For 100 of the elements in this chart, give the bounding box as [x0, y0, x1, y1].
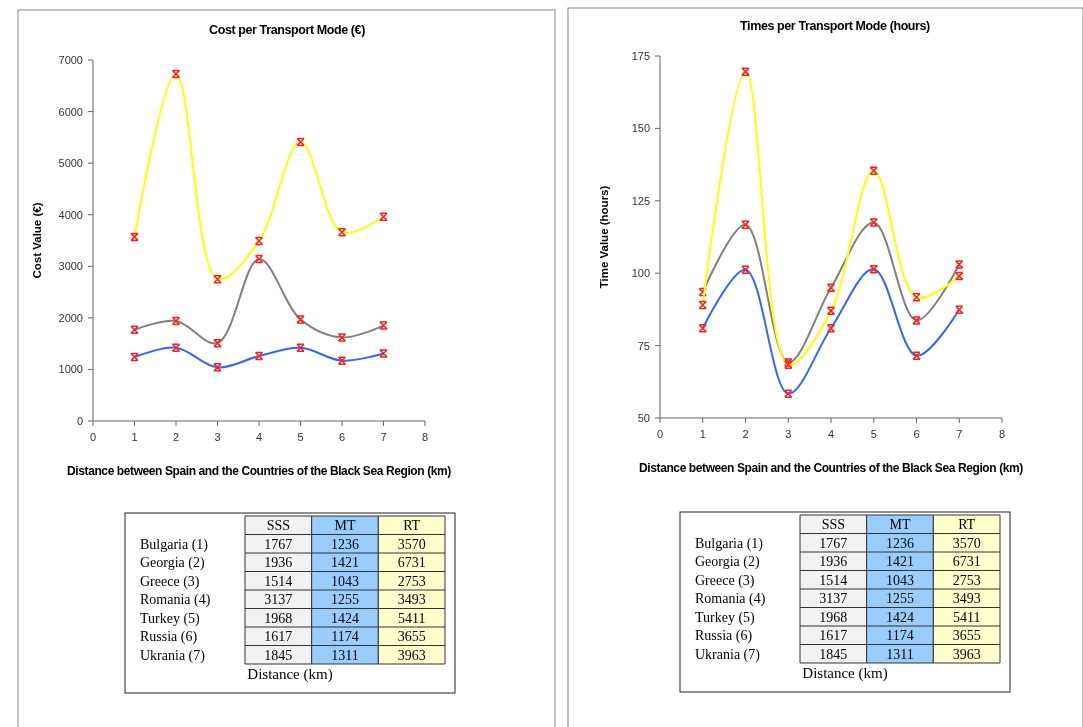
- x-tick-label: 1: [131, 431, 138, 443]
- x-tick-label: 3: [214, 431, 221, 443]
- data-label: 1311: [886, 646, 914, 662]
- data-label: 3570: [952, 535, 981, 551]
- data-label: 1236: [886, 535, 914, 551]
- data-label: 1236: [331, 536, 359, 552]
- y-tick-label: 175: [631, 50, 650, 62]
- series-label: SSS: [821, 517, 846, 532]
- x-axis-title: Distance between Spain and the Countries of the Black Sea Region (km): [67, 464, 452, 478]
- data-label: 3493: [952, 591, 981, 606]
- x-axis-title: Distance between Spain and the Countries of the Black Sea Region (km): [639, 461, 1024, 475]
- data-label: 1421: [331, 555, 359, 570]
- data-label: 1514: [264, 573, 293, 589]
- data-label: 3963: [952, 646, 981, 662]
- chart-title: Cost per Transport Mode (€): [209, 23, 366, 37]
- data-label: 1424: [331, 610, 359, 626]
- data-label: 1968: [264, 610, 293, 626]
- x-tick-label: 4: [255, 431, 263, 443]
- series-label: MT: [889, 517, 911, 532]
- series-label: RT: [403, 518, 421, 533]
- data-label: 2753: [952, 572, 981, 588]
- data-label: 1043: [331, 573, 359, 589]
- x-tick-label: 1: [699, 428, 706, 440]
- series-label: RT: [958, 517, 976, 532]
- y-tick-label: 100: [631, 267, 650, 280]
- y-tick-label: 3000: [58, 260, 83, 273]
- data-label: 1968: [819, 609, 848, 625]
- category-label: Romania (4): [695, 591, 766, 607]
- data-label: 1174: [331, 629, 359, 644]
- data-label: 1767: [264, 536, 293, 552]
- data-label: 2753: [397, 573, 426, 589]
- category-label: Greece (3): [140, 573, 200, 590]
- x-tick-label: 2: [172, 431, 180, 443]
- x-tick-label: 0: [656, 428, 664, 440]
- data-label: 1514: [819, 572, 848, 588]
- y-tick-label: 50: [637, 412, 650, 424]
- x-tick-label: 7: [380, 431, 387, 443]
- y-tick-label: 125: [631, 194, 650, 207]
- y-tick-label: 4000: [58, 208, 83, 221]
- data-label: 1421: [886, 554, 914, 569]
- series-label: SSS: [266, 518, 291, 533]
- y-tick-label: 150: [631, 122, 650, 135]
- x-tick-label: 3: [785, 428, 792, 440]
- y-axis-title: Cost Value (€): [31, 202, 43, 279]
- x-tick-label: 8: [998, 428, 1006, 440]
- category-label: Ukrania (7): [695, 646, 761, 663]
- category-label: Russia (6): [140, 629, 198, 645]
- x-tick-label: 5: [297, 431, 304, 443]
- y-tick-label: 1000: [58, 363, 83, 376]
- category-label: Russia (6): [695, 628, 753, 644]
- data-label: 6731: [397, 555, 426, 570]
- x-tick-label: 6: [913, 428, 920, 440]
- data-label: 3963: [397, 647, 426, 663]
- data-label: 1311: [331, 647, 359, 663]
- data-label: 3137: [264, 592, 293, 607]
- data-label: 1174: [886, 628, 914, 643]
- y-axis-title: Time Value (hours): [598, 185, 610, 289]
- category-label: Ukrania (7): [140, 647, 206, 664]
- x-tick-label: 0: [89, 431, 97, 443]
- data-label: 1255: [886, 591, 914, 606]
- x-tick-label: 4: [827, 428, 835, 440]
- data-label: 6731: [952, 554, 981, 569]
- x-tick-label: 7: [956, 428, 963, 440]
- x-tick-label: 8: [421, 431, 429, 443]
- data-label: 3655: [397, 629, 426, 644]
- data-label: 1617: [264, 629, 293, 644]
- x-tick-label: 6: [338, 431, 346, 443]
- series-label: MT: [334, 518, 356, 533]
- data-label: 1936: [819, 554, 848, 569]
- data-label: 1043: [886, 572, 914, 588]
- data-label: 5411: [952, 609, 981, 625]
- y-tick-label: 5000: [58, 157, 83, 170]
- data-label: 3655: [952, 628, 981, 643]
- chart-title: Times per Transport Mode (hours): [740, 19, 931, 33]
- data-label: 1617: [819, 628, 848, 643]
- text: Distance (km): [247, 666, 333, 683]
- data-label: 1936: [264, 555, 293, 570]
- data-label: 3493: [397, 592, 426, 607]
- category-label: Greece (3): [695, 572, 755, 589]
- category-label: Bulgaria (1): [695, 535, 764, 552]
- x-tick-label: 2: [742, 428, 749, 440]
- x-tick-label: 5: [870, 428, 877, 440]
- category-label: Georgia (2): [695, 554, 760, 570]
- data-label: 3137: [819, 591, 848, 606]
- y-tick-label: 6000: [58, 105, 83, 118]
- data-label: 1845: [819, 646, 848, 662]
- category-label: Georgia (2): [140, 555, 205, 571]
- data-label: 5411: [397, 610, 426, 626]
- y-tick-label: 75: [637, 339, 650, 352]
- category-label: Turkey (5): [695, 609, 756, 626]
- y-tick-label: 2000: [58, 311, 83, 324]
- data-label: 1767: [819, 535, 848, 551]
- data-label: 3570: [397, 536, 426, 552]
- category-label: Romania (4): [140, 592, 211, 608]
- text: Distance (km): [802, 665, 888, 682]
- category-label: Bulgaria (1): [140, 536, 209, 553]
- y-tick-label: 7000: [58, 54, 83, 66]
- category-label: Turkey (5): [140, 610, 201, 627]
- y-tick-label: 0: [76, 415, 83, 427]
- data-label: 1845: [264, 647, 293, 663]
